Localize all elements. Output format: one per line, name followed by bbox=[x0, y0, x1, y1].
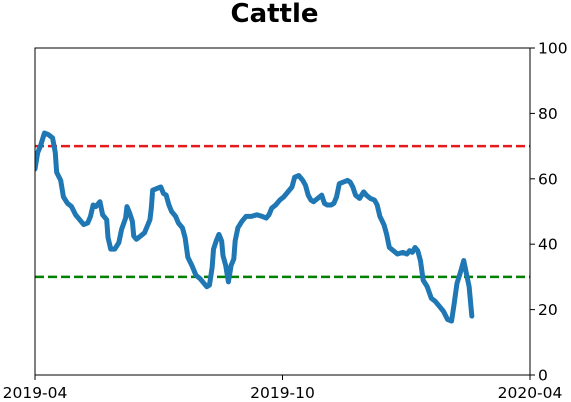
x-tick-label: 2019-04 bbox=[3, 384, 68, 402]
series-line bbox=[35, 130, 475, 324]
chart-title: Cattle bbox=[230, 0, 318, 29]
reference-lines bbox=[35, 144, 530, 279]
y-tick-label: 0 bbox=[538, 367, 548, 385]
y-tick-label: 100 bbox=[538, 40, 568, 58]
y-tick-label: 80 bbox=[538, 105, 558, 123]
y-tick-label: 20 bbox=[538, 301, 558, 319]
y-axis: 0 20 40 60 80 100 bbox=[530, 40, 568, 385]
plot-frame bbox=[34, 47, 531, 376]
x-tick-label: 2020-04 bbox=[498, 384, 563, 402]
y-tick-label: 60 bbox=[538, 170, 558, 188]
y-tick-label: 40 bbox=[538, 236, 558, 254]
x-axis: 2019-04 2019-10 2020-04 bbox=[3, 375, 563, 402]
x-tick-label: 2019-10 bbox=[250, 384, 315, 402]
